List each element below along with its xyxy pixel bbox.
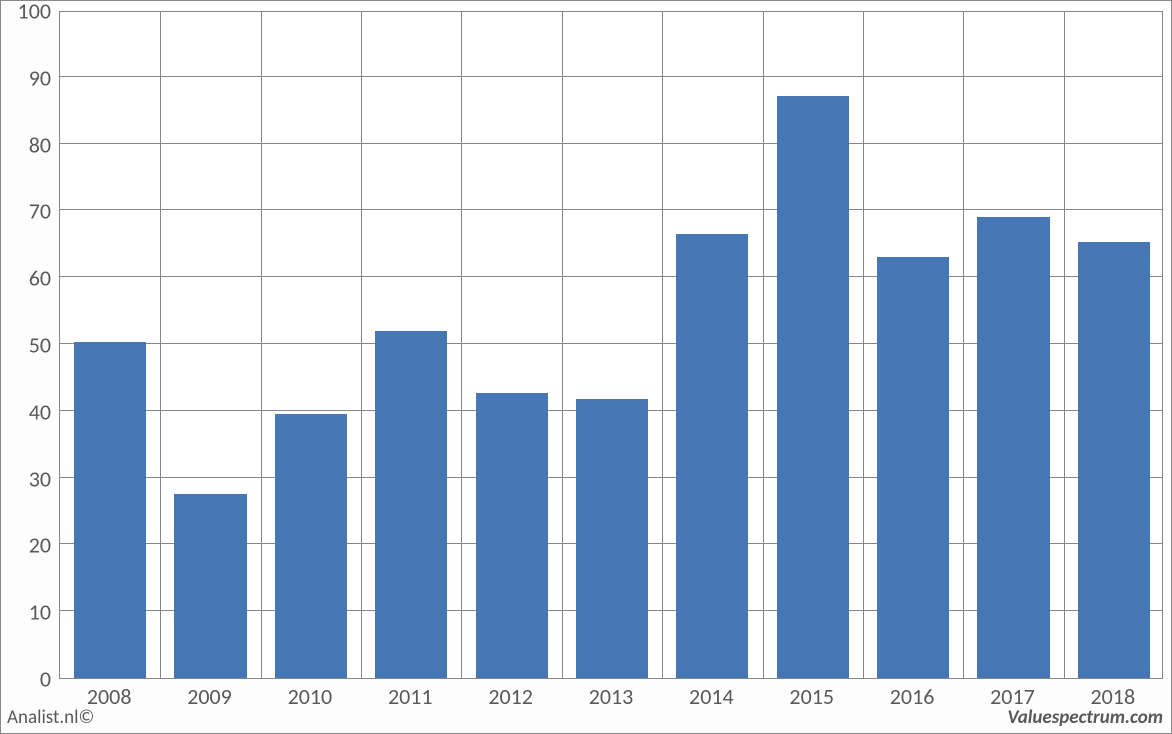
- bar: [275, 414, 347, 678]
- gridline-v: [662, 12, 663, 678]
- bar: [476, 393, 548, 678]
- x-tick-label: 2012: [488, 683, 533, 710]
- y-tick-label: 30: [1, 465, 51, 492]
- gridline-v: [1064, 12, 1065, 678]
- footer-left: Analist.nl©: [7, 706, 94, 729]
- gridline-v: [963, 12, 964, 678]
- bar: [74, 342, 146, 678]
- x-tick-label: 2011: [388, 683, 433, 710]
- gridline-h: [60, 143, 1162, 144]
- x-tick-label: 2014: [689, 683, 734, 710]
- y-tick-label: 90: [1, 64, 51, 91]
- y-tick-label: 80: [1, 131, 51, 158]
- y-tick-label: 0: [1, 666, 51, 693]
- chart-container: 0102030405060708090100 20082009201020112…: [0, 0, 1172, 734]
- plot-area: [59, 11, 1163, 679]
- gridline-h: [60, 76, 1162, 77]
- gridline-v: [461, 12, 462, 678]
- y-tick-label: 50: [1, 332, 51, 359]
- y-tick-label: 100: [1, 0, 51, 25]
- bar: [375, 331, 447, 678]
- footer-right: Valuespectrum.com: [1007, 706, 1163, 729]
- bar: [977, 217, 1049, 678]
- y-tick-label: 70: [1, 198, 51, 225]
- x-tick-label: 2016: [890, 683, 935, 710]
- x-tick-label: 2010: [288, 683, 333, 710]
- y-tick-label: 60: [1, 265, 51, 292]
- gridline-v: [361, 12, 362, 678]
- x-tick-label: 2015: [789, 683, 834, 710]
- bar: [877, 257, 949, 678]
- bar: [1078, 242, 1150, 678]
- y-tick-label: 10: [1, 599, 51, 626]
- gridline-v: [863, 12, 864, 678]
- gridline-v: [160, 12, 161, 678]
- bar: [777, 96, 849, 678]
- bar: [676, 234, 748, 678]
- gridline-v: [562, 12, 563, 678]
- gridline-h: [60, 209, 1162, 210]
- x-tick-label: 2009: [187, 683, 232, 710]
- y-tick-label: 20: [1, 532, 51, 559]
- plot-wrap: 0102030405060708090100 20082009201020112…: [1, 1, 1171, 733]
- y-tick-label: 40: [1, 398, 51, 425]
- gridline-v: [763, 12, 764, 678]
- gridline-v: [261, 12, 262, 678]
- bar: [174, 494, 246, 678]
- bar: [576, 399, 648, 678]
- x-tick-label: 2013: [589, 683, 634, 710]
